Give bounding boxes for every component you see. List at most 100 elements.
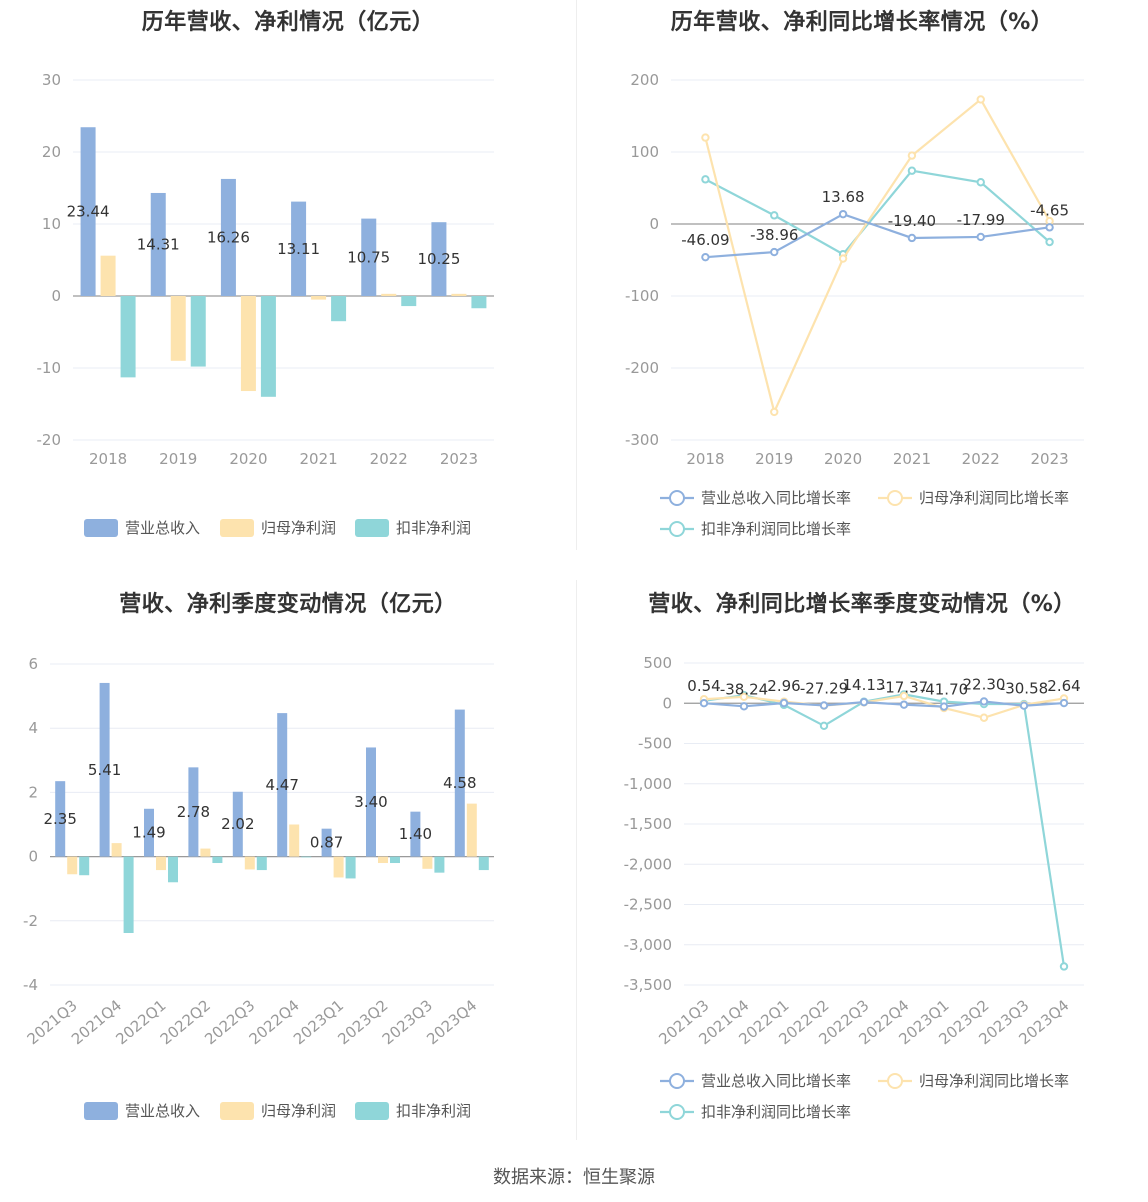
bar-deducted_profit: [345, 856, 356, 879]
bar-net_profit: [466, 803, 477, 857]
series-line-net_profit: [703, 694, 1065, 719]
bar-revenue: [321, 828, 332, 857]
point-revenue: [819, 701, 829, 710]
point-deducted_profit: [819, 721, 829, 730]
point-revenue: [699, 699, 709, 708]
bar-net_profit: [100, 255, 116, 296]
legend-swatch-revenue: [84, 519, 118, 537]
data-label: -4.65: [1030, 201, 1069, 219]
point-revenue: [1059, 698, 1069, 708]
y-tick-label: -500: [638, 735, 672, 753]
data-label: -38.24: [720, 680, 768, 698]
bar-net_profit: [381, 293, 397, 296]
point-net_profit: [976, 95, 985, 104]
data-label: 3.40: [354, 793, 387, 811]
data-label: -17.37: [880, 679, 928, 697]
y-tick-label: -3,000: [624, 936, 672, 954]
bar-deducted_profit: [478, 856, 489, 871]
point-revenue: [979, 697, 989, 706]
y-tick-label: -4: [23, 976, 38, 994]
bar-net_profit: [67, 856, 78, 875]
legend-swatch-deducted_profit: [355, 519, 389, 537]
data-label: 16.26: [207, 228, 250, 246]
bar-revenue: [55, 781, 66, 857]
bar-net_profit: [422, 856, 433, 869]
point-deducted_profit: [770, 211, 779, 220]
legend-swatch-marker-revenue: [669, 1073, 685, 1089]
bar-revenue: [80, 127, 96, 297]
panel-quarterly-amounts: 营收、净利季度变动情况（亿元） 6 4 2 0 -2 -4 2021Q3 2021Q4 2022…: [0, 580, 576, 1150]
legend-swatch-marker-deducted_profit: [669, 1104, 685, 1120]
x-tick-label: 2021: [893, 450, 931, 468]
x-tick-label: 2018: [89, 450, 127, 468]
bar-deducted_profit: [331, 296, 347, 322]
data-label: 2.64: [1047, 677, 1080, 695]
legend-swatch-marker-net_profit: [887, 1073, 903, 1089]
y-tick-label: -10: [37, 359, 62, 377]
bar-net_profit: [451, 293, 467, 296]
x-tick-label: 2023: [1030, 450, 1068, 468]
bar-revenue: [188, 767, 199, 857]
series-line-deducted_profit: [703, 693, 1066, 967]
bar-net_profit: [378, 856, 388, 864]
y-tick-label: -1,000: [624, 775, 672, 793]
bar-revenue: [431, 222, 447, 296]
bar-deducted_profit: [390, 856, 400, 864]
bar-deducted_profit: [301, 856, 312, 858]
legend-swatch-marker-net_profit: [887, 490, 903, 506]
y-tick-label: 10: [42, 215, 61, 233]
bar-revenue: [454, 709, 465, 857]
y-tick-label: -200: [625, 359, 659, 377]
x-tick-label: 2021: [299, 450, 337, 468]
point-revenue: [899, 700, 909, 709]
point-net_profit: [701, 133, 710, 142]
y-tick-label: 0: [51, 287, 61, 305]
bar-deducted_profit: [471, 296, 487, 309]
bar-revenue: [232, 791, 243, 857]
point-deducted_profit: [907, 166, 917, 175]
data-label: 5.41: [88, 761, 121, 779]
bar-revenue: [144, 808, 154, 857]
data-label: 2.78: [177, 803, 210, 821]
data-label: 0.54: [687, 677, 720, 695]
x-tick-label: 2020: [229, 450, 267, 468]
data-label: 4.58: [443, 774, 476, 792]
y-tick-label: 100: [630, 143, 659, 161]
legend-label-deducted_profit: 扣非净利润: [396, 519, 471, 537]
point-net_profit: [979, 713, 989, 722]
x-tick-label: 2023Q4: [423, 996, 480, 1048]
y-tick-label: -2,500: [624, 896, 672, 914]
data-label: -27.29: [800, 679, 848, 697]
point-deducted_profit: [701, 175, 710, 184]
y-tick-label: 30: [42, 71, 61, 89]
data-label: 23.44: [67, 203, 110, 221]
x-tick-label: 2022: [370, 450, 408, 468]
y-tick-label: 0: [649, 215, 659, 233]
point-revenue: [859, 697, 869, 707]
legend-label-revenue: 营业总收入同比增长率: [701, 489, 851, 507]
point-net_profit: [739, 692, 749, 702]
data-label: 1.49: [132, 824, 165, 842]
chart-title: 历年营收、净利情况（亿元）: [141, 10, 435, 35]
y-tick-label: -20: [37, 431, 62, 449]
legend-swatch-net_profit: [220, 1102, 254, 1120]
chart-title: 营收、净利同比增长率季度变动情况（%）: [648, 592, 1076, 617]
point-revenue: [739, 702, 749, 711]
bar-net_profit: [311, 296, 327, 300]
x-tick-label: 2022: [962, 450, 1000, 468]
legend-label-deducted_profit: 扣非净利润同比增长率: [701, 1103, 851, 1121]
panel-annual-amounts: 历年营收、净利情况（亿元） 30 20 10 0 -10 -20 2018 2019 2020 2…: [0, 0, 576, 560]
y-tick-label: -3,500: [624, 976, 672, 994]
bar-deducted_profit: [401, 296, 417, 307]
y-tick-label: 2: [28, 783, 38, 801]
data-label: 22.30: [963, 675, 1006, 693]
point-net_profit: [770, 407, 779, 417]
quarterly-amount-bar-chart: 6420-2-42021Q32021Q42022Q12022Q22022Q320…: [23, 655, 494, 1120]
data-label: 14.31: [137, 235, 180, 253]
divider-bottom: [576, 580, 577, 1140]
legend-label-net_profit: 归母净利润: [261, 1102, 336, 1120]
y-tick-label: -100: [625, 287, 659, 305]
y-tick-label: 0: [662, 694, 672, 712]
bar-deducted_profit: [190, 296, 206, 367]
legend-label-deducted_profit: 扣非净利润: [396, 1102, 471, 1120]
